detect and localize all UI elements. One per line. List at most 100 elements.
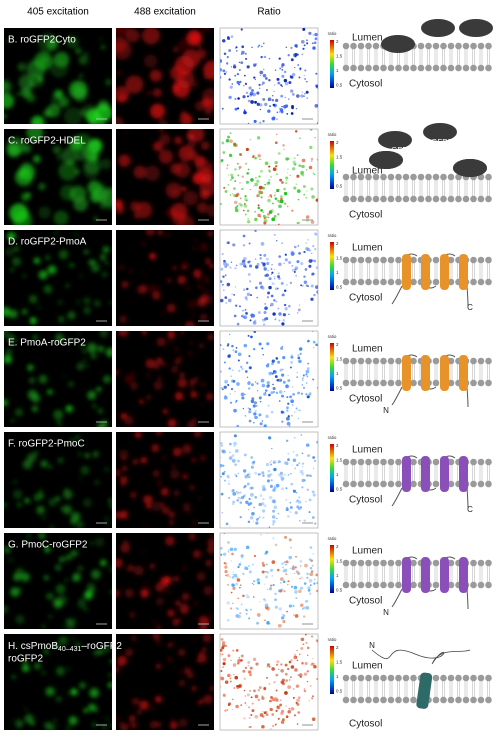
ratio-pixel [279,368,283,372]
ratio-pixel [296,174,300,178]
ratio-pixel [256,102,260,106]
fluorescence [191,457,197,463]
ratio-pixel [296,659,299,662]
ratio-pixel [251,461,255,465]
ratio-pixel [282,356,286,360]
fluorescence [155,721,162,728]
ratio-pixel [297,674,300,676]
ratio-pixel [283,568,288,573]
ratio-pixel [308,498,312,502]
lipid-head [402,195,410,203]
ratio-pixel [261,84,263,86]
ratio-pixel [285,179,287,181]
ratio-pixel [234,97,237,100]
ratio-pixel [270,268,273,270]
ratio-pixel [292,167,296,171]
ratio-pixel [222,693,226,697]
lipid-head [350,278,357,286]
ratio-pixel [283,589,286,593]
ratio-pixel [277,589,281,593]
ratio-pixel [238,165,242,169]
ratio-pixel [288,660,292,664]
ratio-pixel [239,584,242,587]
ratio-pixel [296,94,300,98]
ratio-pixel [232,602,234,605]
fluorescence [198,167,214,184]
colorbar-tick: 1 [336,674,339,679]
ratio-pixel [312,245,315,248]
ratio-pixel [255,521,259,525]
ratio-pixel [250,714,253,716]
colorbar-label: ratio [328,536,337,541]
ratio-pixel [258,413,262,417]
ratio-pixel [269,175,273,178]
fluorescence [34,51,53,71]
ratio-pixel [239,197,242,200]
ratio-pixel [287,415,290,418]
lipid-head [357,480,365,488]
ratio-pixel [301,91,304,93]
ratio-pixel [283,191,288,196]
fluorescence [77,332,81,336]
ratio-pixel [273,698,276,702]
fluorescence [183,507,192,515]
lipid-head [432,581,440,589]
ratio-pixel [245,545,250,550]
fluorescence [177,378,188,388]
fluorescence [55,666,66,676]
ratio-pixel [253,412,257,416]
fluorescence [16,718,19,721]
ratio-pixel [245,91,249,95]
ratio-pixel [268,196,270,198]
fluorescence [156,357,163,363]
ratio-pixel [296,376,299,379]
ratio-pixel [220,161,223,164]
ratio-pixel [306,382,308,384]
ratio-pixel [262,474,265,477]
ratio-pixel [223,52,227,56]
lipid-head [395,64,402,72]
ratio-pixel [250,696,253,699]
colorbar-tick: 1 [336,68,339,73]
ratio-pixel [224,379,228,384]
ratio-pixel [237,107,240,110]
fluorescence [189,385,195,390]
ratio-pixel [274,605,278,609]
ratio-pixel [234,445,236,447]
terminus: C [467,303,473,312]
lipid-head [440,195,447,203]
ratio-pixel [264,619,266,622]
ratio-pixel [308,31,312,35]
lipid-head [372,674,380,682]
lipid-head [440,696,447,704]
ratio-pixel [293,186,297,190]
ratio-pixel [259,190,263,194]
fluorescence [175,392,184,401]
ratio-pixel [288,555,293,560]
ratio-pixel [250,399,255,404]
lipid-head [372,581,380,589]
image-texture [220,129,318,225]
ratio-pixel [287,374,289,377]
fluorescence [89,688,100,698]
fluorescence [129,201,141,212]
colorbar-tick: 1.5 [336,54,343,59]
ratio-pixel [220,638,224,641]
fluorescence [124,374,135,385]
fluorescence [8,558,13,563]
fluorescence [116,558,123,568]
ratio-pixel [242,594,245,598]
ratio-pixel [236,322,240,326]
ratio-pixel [299,519,301,522]
colorbar [330,646,334,694]
fluorescence [86,364,89,367]
rogfp2-tag [421,19,455,37]
ratio-pixel [244,370,248,373]
fluorescence [166,232,171,238]
fluorescence [92,266,99,273]
lumen-label: Lumen [352,33,383,44]
lipid-head [342,696,350,704]
fluorescence [186,140,197,150]
lipid-head [365,379,372,387]
lipid-head [372,256,380,264]
